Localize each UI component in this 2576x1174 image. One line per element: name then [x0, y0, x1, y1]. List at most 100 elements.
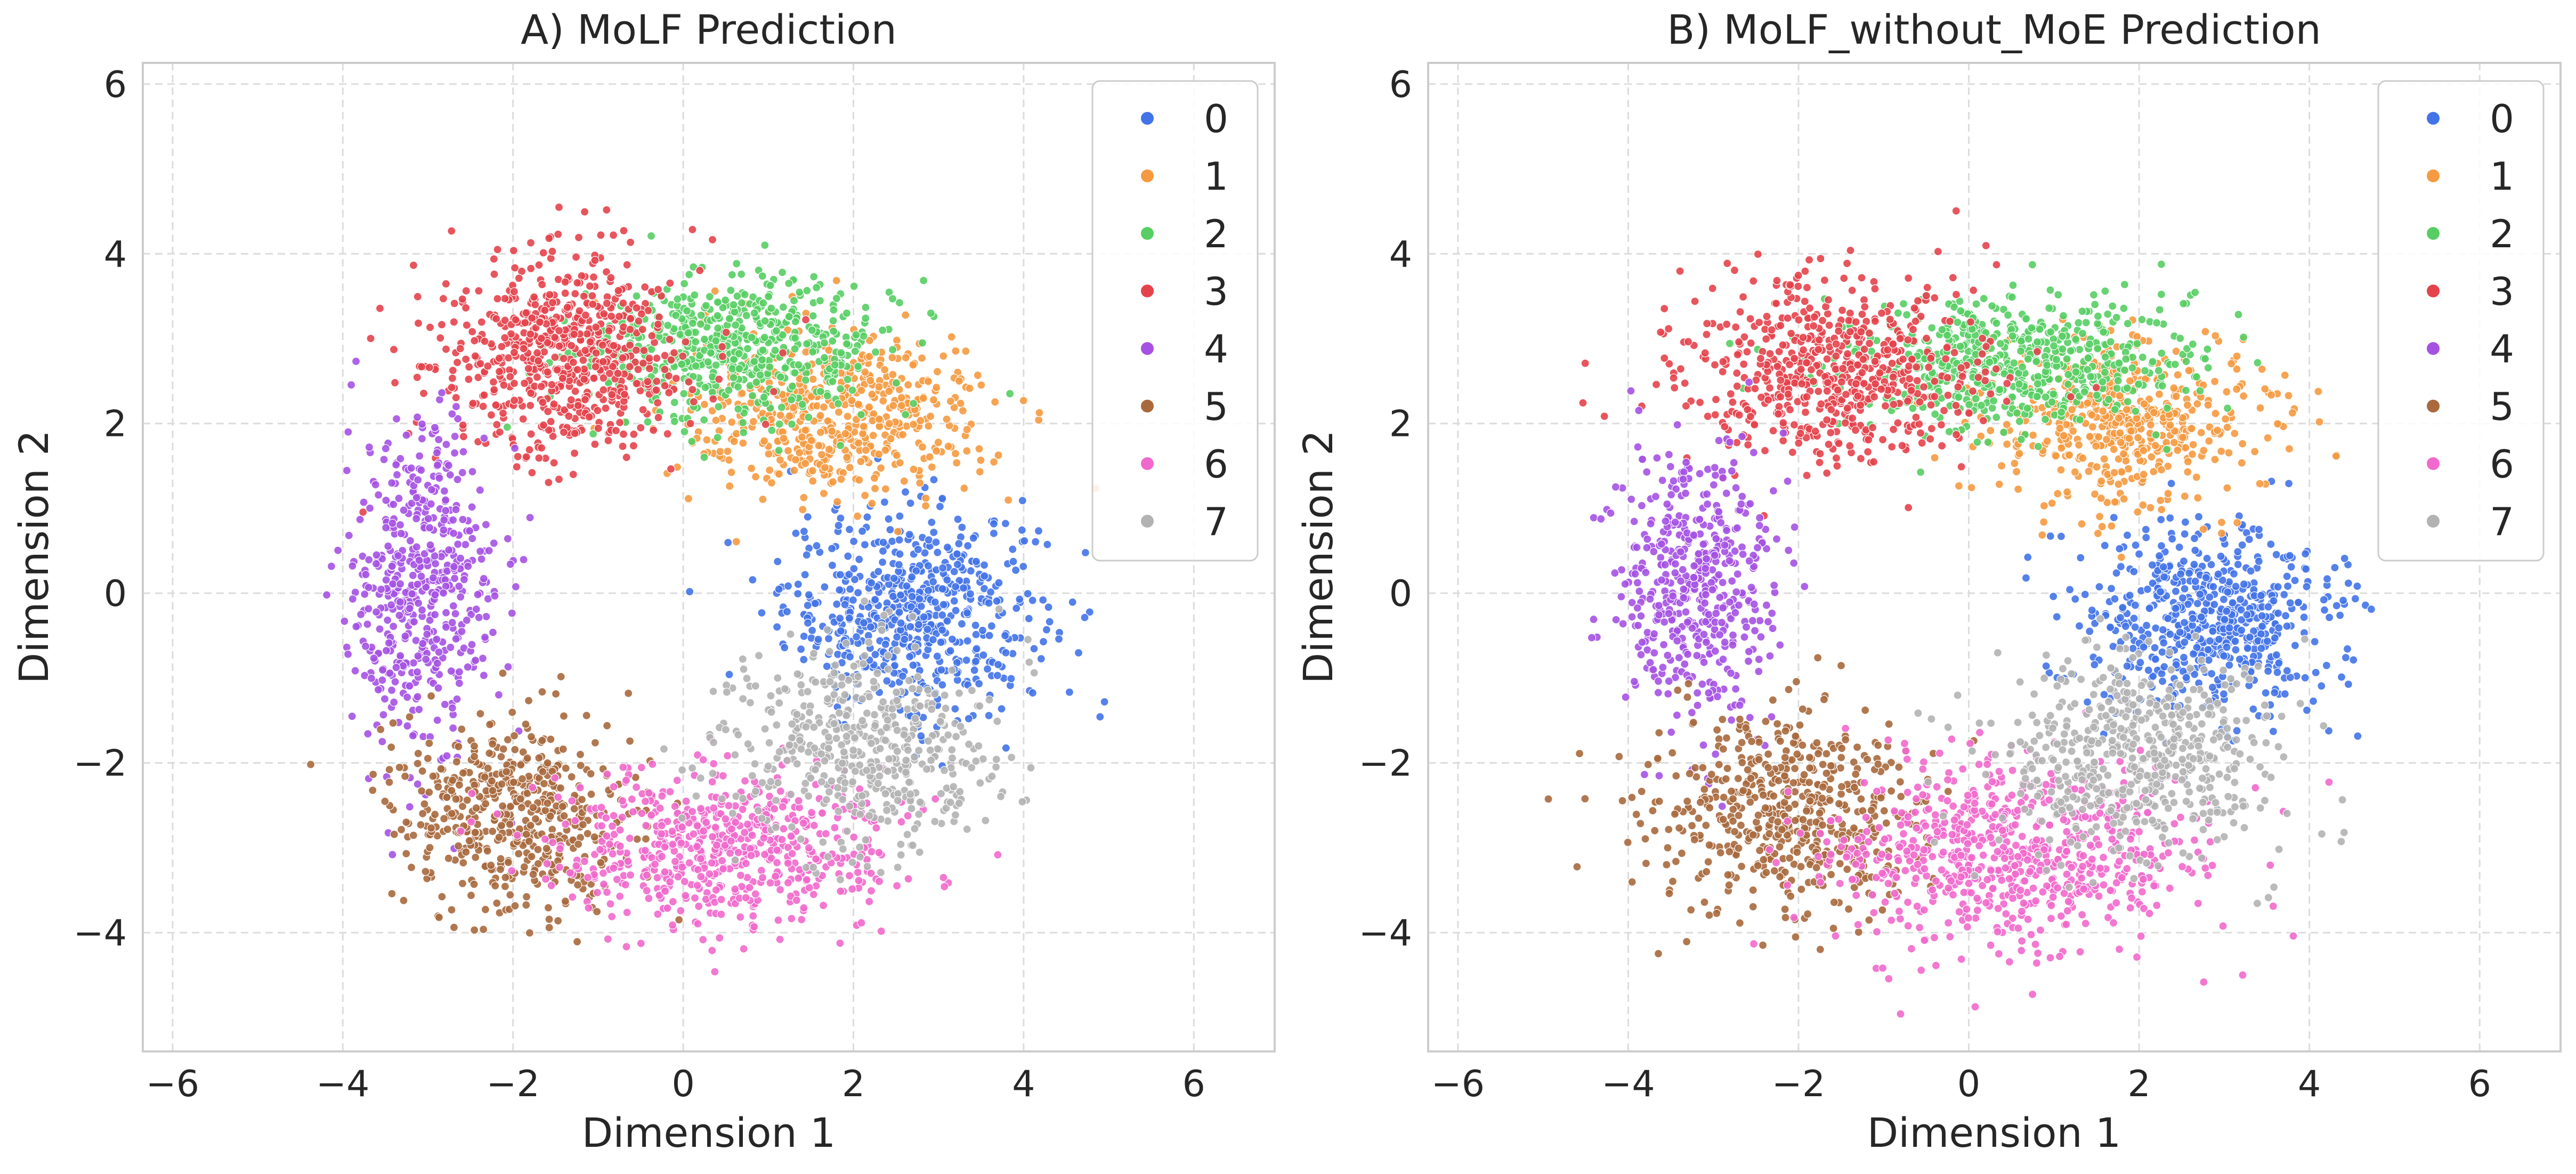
point [808, 347, 817, 357]
point [895, 549, 904, 558]
point [800, 570, 809, 579]
point [861, 491, 870, 500]
point [604, 436, 613, 445]
point [2095, 582, 2104, 592]
point [708, 235, 717, 244]
point [412, 543, 421, 552]
point [503, 534, 512, 544]
point [509, 246, 519, 255]
point [444, 854, 453, 863]
point [489, 254, 498, 264]
point [709, 394, 718, 403]
point [823, 391, 832, 400]
point [492, 314, 501, 323]
point [434, 913, 444, 922]
point [415, 451, 424, 460]
point [757, 814, 766, 823]
point [816, 387, 825, 396]
point [701, 301, 711, 310]
point [396, 651, 405, 660]
point [853, 512, 862, 521]
point [452, 757, 461, 766]
point [573, 365, 582, 374]
point [860, 596, 869, 606]
point [693, 821, 702, 830]
point [441, 506, 450, 515]
point [484, 546, 493, 555]
point [907, 572, 917, 581]
point [406, 536, 415, 545]
point [963, 636, 972, 645]
point [495, 354, 504, 363]
point [559, 427, 569, 437]
point [666, 787, 675, 796]
point [759, 298, 768, 307]
point [666, 464, 676, 474]
point [714, 402, 723, 411]
point [908, 592, 917, 601]
point [751, 889, 760, 898]
point [447, 786, 456, 795]
point [521, 719, 530, 729]
point [819, 838, 828, 847]
point [1007, 753, 1016, 762]
point [454, 841, 463, 851]
point [832, 294, 841, 303]
point [472, 804, 481, 813]
point [501, 873, 510, 882]
point [828, 477, 838, 487]
point [576, 761, 585, 770]
point [456, 344, 465, 353]
point [458, 468, 467, 477]
point [684, 328, 693, 337]
point [793, 669, 802, 678]
point [2300, 673, 2310, 683]
point [927, 517, 936, 527]
point [1044, 603, 1053, 612]
point [626, 870, 635, 880]
point [918, 442, 927, 452]
point [939, 600, 948, 609]
x-tick-label: 4 [1012, 1063, 1035, 1105]
point [848, 885, 857, 894]
point [534, 261, 544, 270]
point [896, 619, 905, 628]
point [992, 596, 1001, 606]
point [375, 625, 384, 634]
point [747, 464, 756, 473]
point [799, 655, 808, 664]
point [448, 618, 457, 627]
point [963, 541, 973, 550]
point [919, 276, 928, 285]
point [871, 595, 880, 604]
point [809, 272, 819, 281]
point [603, 934, 612, 944]
point [825, 677, 835, 686]
point [732, 259, 741, 268]
point [897, 401, 906, 410]
point [790, 334, 800, 343]
point [519, 344, 528, 353]
point [677, 822, 687, 832]
point [696, 804, 706, 813]
point [346, 380, 356, 390]
point [836, 626, 846, 636]
point [514, 273, 524, 283]
point [802, 875, 812, 885]
point [836, 384, 845, 393]
point [780, 643, 789, 652]
point [439, 525, 448, 535]
point [798, 505, 807, 514]
point [731, 320, 740, 330]
point [476, 547, 485, 556]
point [614, 312, 624, 321]
point [511, 745, 520, 754]
point [985, 695, 994, 705]
point [364, 583, 373, 592]
point [984, 598, 993, 608]
point [799, 493, 808, 502]
point [554, 792, 563, 802]
point [817, 808, 827, 817]
point [451, 795, 460, 804]
point [975, 701, 984, 710]
